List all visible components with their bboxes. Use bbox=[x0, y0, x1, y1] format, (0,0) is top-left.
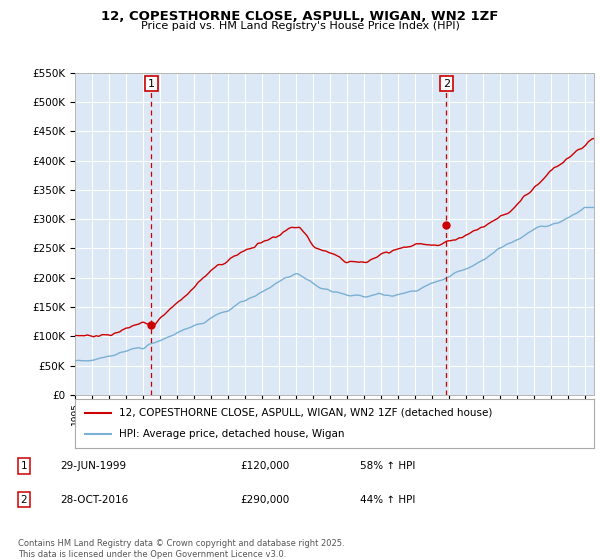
Text: 2: 2 bbox=[20, 494, 28, 505]
Text: £120,000: £120,000 bbox=[240, 461, 289, 471]
Text: £290,000: £290,000 bbox=[240, 494, 289, 505]
Text: Price paid vs. HM Land Registry's House Price Index (HPI): Price paid vs. HM Land Registry's House … bbox=[140, 21, 460, 31]
Text: 29-JUN-1999: 29-JUN-1999 bbox=[60, 461, 126, 471]
Text: 2: 2 bbox=[443, 78, 450, 88]
Text: 44% ↑ HPI: 44% ↑ HPI bbox=[360, 494, 415, 505]
Text: 1: 1 bbox=[148, 78, 155, 88]
Text: 28-OCT-2016: 28-OCT-2016 bbox=[60, 494, 128, 505]
Text: Contains HM Land Registry data © Crown copyright and database right 2025.
This d: Contains HM Land Registry data © Crown c… bbox=[18, 539, 344, 559]
Text: 12, COPESTHORNE CLOSE, ASPULL, WIGAN, WN2 1ZF (detached house): 12, COPESTHORNE CLOSE, ASPULL, WIGAN, WN… bbox=[119, 408, 493, 418]
Text: 12, COPESTHORNE CLOSE, ASPULL, WIGAN, WN2 1ZF: 12, COPESTHORNE CLOSE, ASPULL, WIGAN, WN… bbox=[101, 10, 499, 23]
Text: HPI: Average price, detached house, Wigan: HPI: Average price, detached house, Wiga… bbox=[119, 429, 344, 439]
Text: 1: 1 bbox=[20, 461, 28, 471]
Text: 58% ↑ HPI: 58% ↑ HPI bbox=[360, 461, 415, 471]
